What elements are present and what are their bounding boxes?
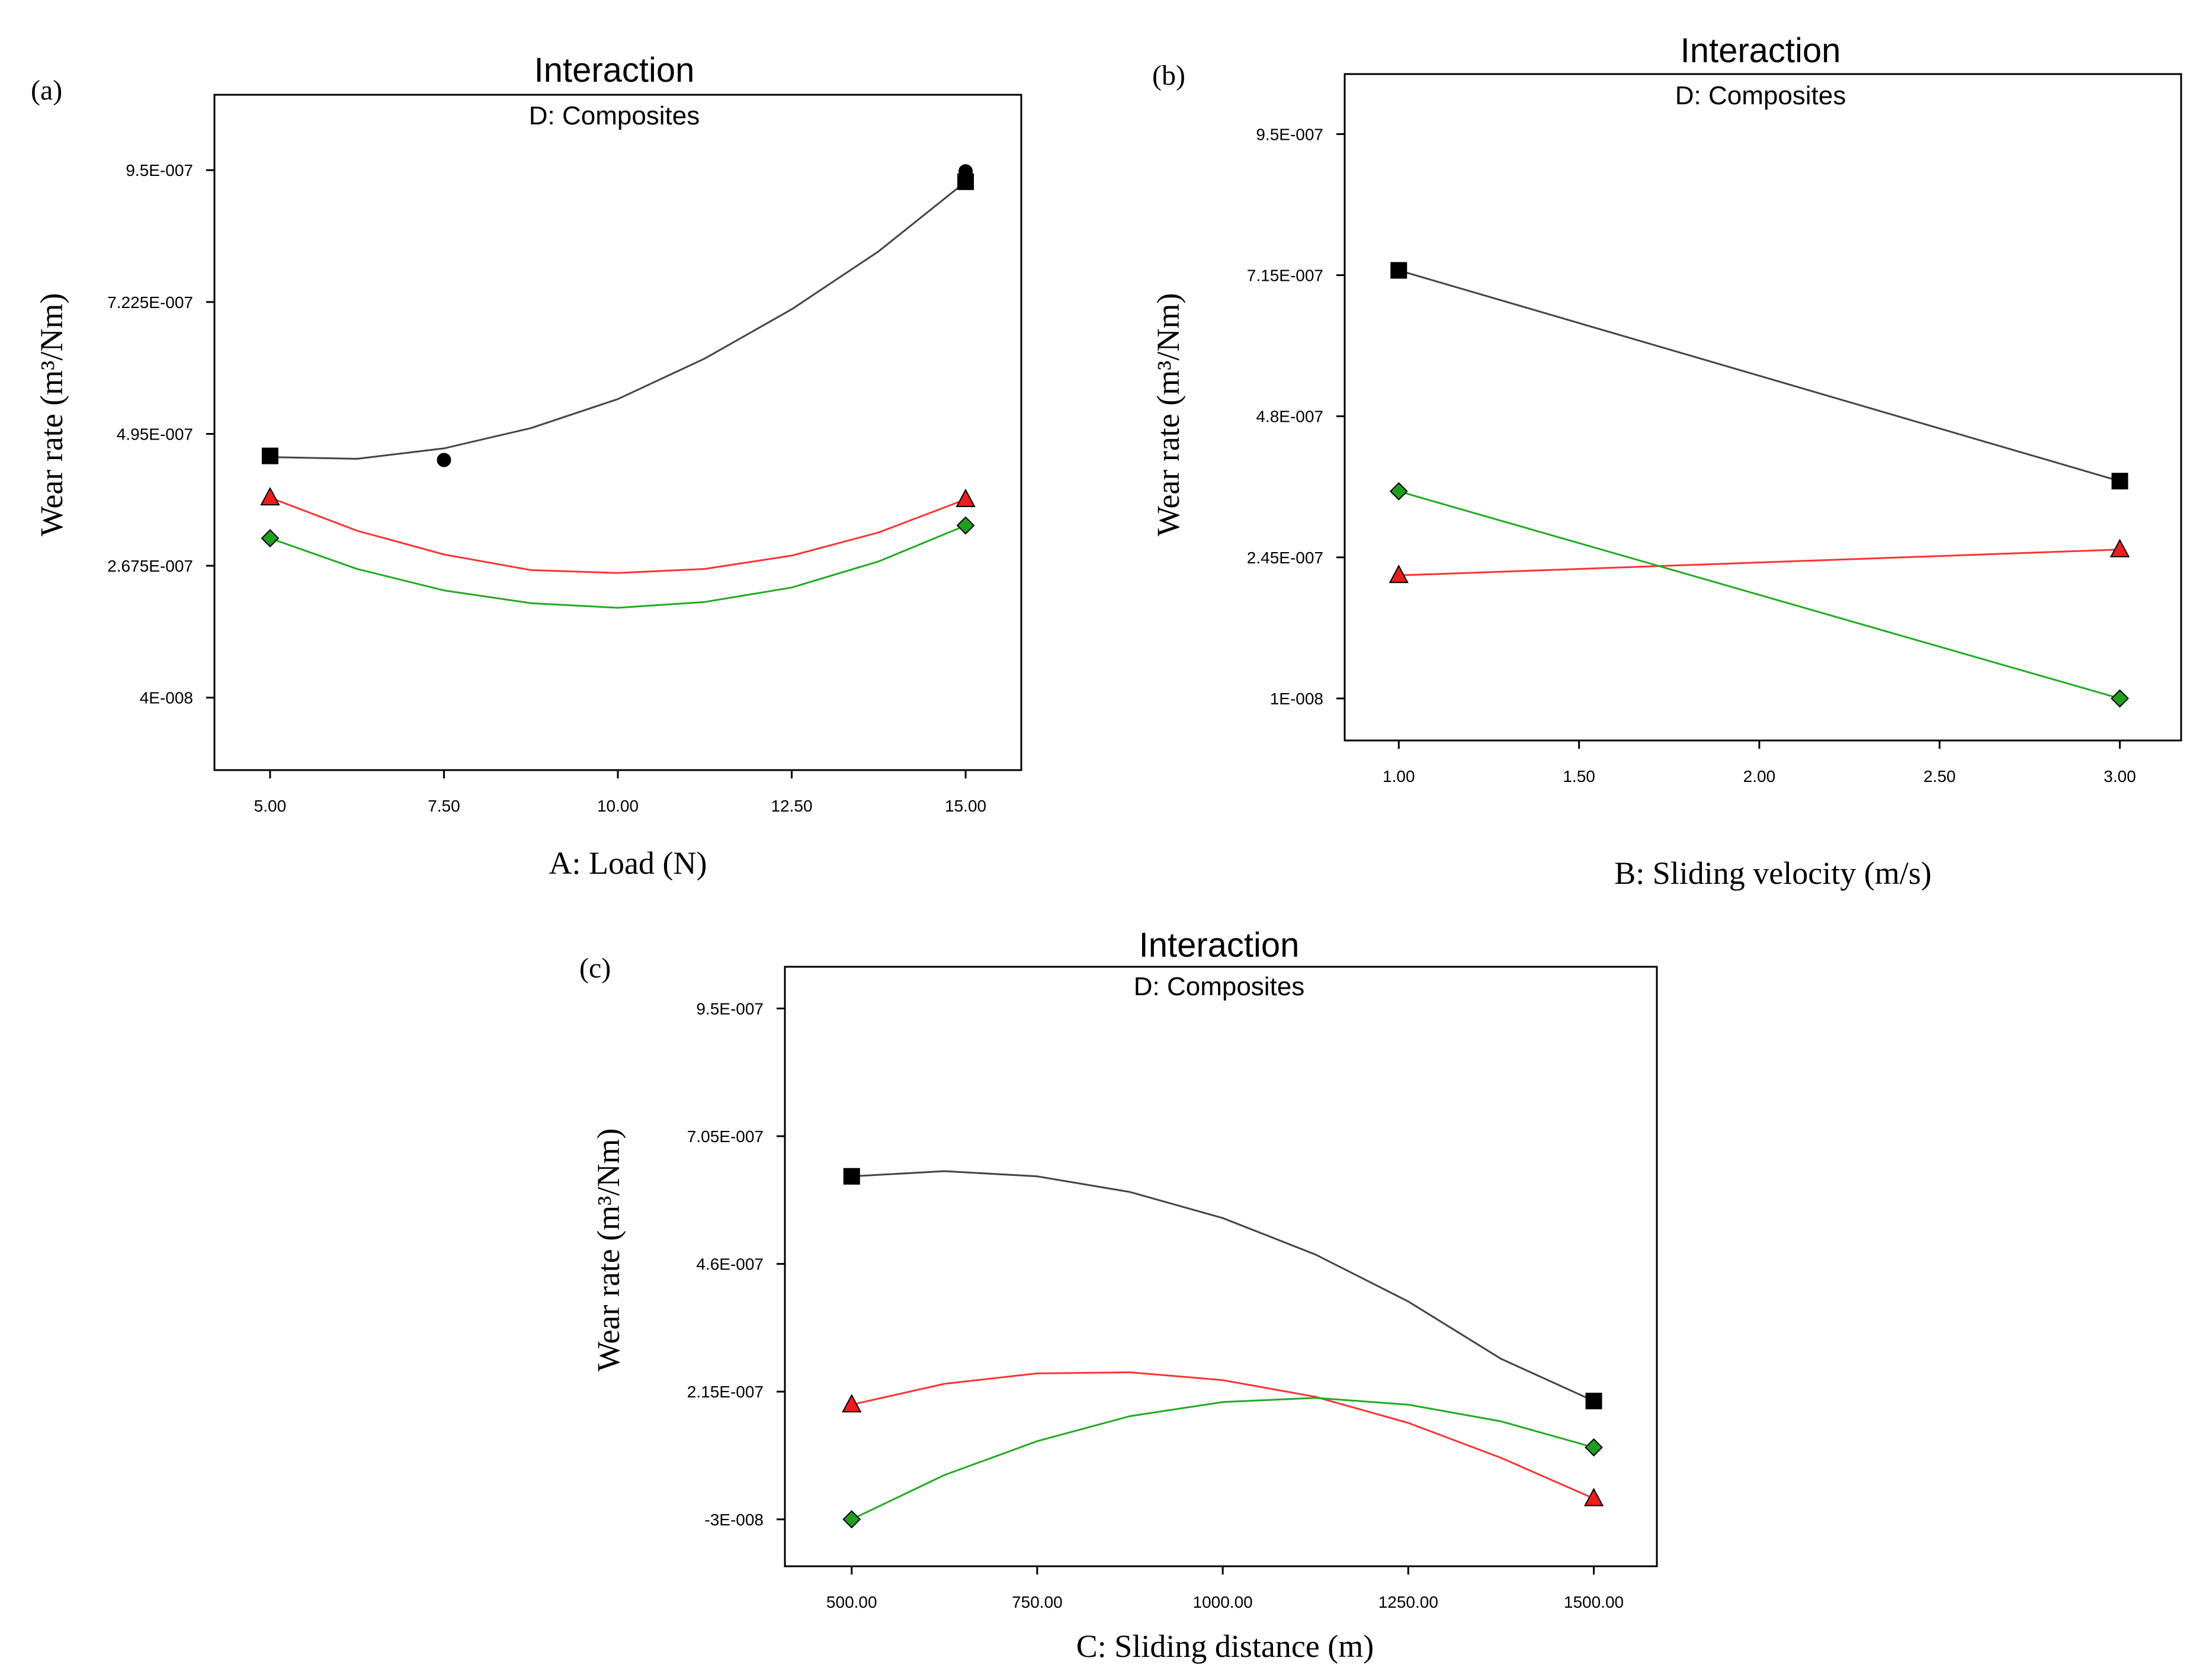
y-tick-label: 1E-008 (1270, 690, 1323, 708)
x-tick-label: 5.00 (254, 797, 287, 815)
series-red (260, 486, 976, 574)
series-line-red (270, 496, 966, 574)
y-tick-label: 2.15E-007 (687, 1383, 764, 1401)
x-tick-label: 500.00 (826, 1593, 877, 1611)
series-black (1390, 262, 2128, 490)
x-tick-label: 1500.00 (1564, 1593, 1624, 1611)
series-line-black (1398, 269, 2120, 482)
chart-title: Interaction (1139, 926, 1300, 964)
y-tick-label: 4E-008 (140, 689, 193, 707)
data-point-square (261, 447, 278, 464)
data-point-diamond (956, 516, 975, 535)
chart-subtitle: D: Composites (1675, 81, 1846, 110)
x-tick-label: 1.00 (1383, 767, 1415, 786)
series-line-green (270, 524, 966, 609)
x-tick-label: 1.50 (1563, 767, 1595, 786)
y-tick-label: 9.5E-007 (126, 161, 193, 179)
series-green (261, 516, 975, 609)
y-tick-label: 9.5E-007 (696, 999, 764, 1018)
data-point-diamond (842, 1510, 861, 1529)
data-point-square (1585, 1393, 1602, 1410)
x-tick-label: 2.00 (1743, 767, 1776, 786)
x-tick-label: 7.50 (428, 797, 460, 815)
data-point-square (843, 1168, 860, 1185)
chart-title: Interaction (1681, 31, 1841, 70)
y-tick-label: 2.675E-007 (107, 557, 193, 575)
y-axis-label: Wear rate (m³/Nm) (1150, 293, 1186, 537)
y-axis-label: Wear rate (m³/Nm) (34, 293, 69, 537)
x-axis-label: A: Load (N) (549, 845, 707, 881)
x-tick-label: 2.50 (1923, 767, 1956, 786)
x-tick-label: 3.00 (2104, 767, 2136, 786)
series-black (843, 1168, 1602, 1410)
design-point-dot (958, 164, 973, 179)
y-tick-label: 2.45E-007 (1247, 549, 1323, 567)
data-point-diamond (1389, 482, 1408, 501)
y-tick-label: 4.6E-007 (696, 1255, 764, 1274)
chart-panel-2: Interaction D: Composites (b) B: Sliding ve… (1150, 31, 2182, 891)
data-point-diamond (2111, 689, 2129, 708)
series-green (842, 1397, 1603, 1529)
series-line-green (1398, 490, 2120, 700)
data-point-triangle (955, 488, 976, 508)
series-line-red (851, 1371, 1595, 1499)
series-line-green (851, 1397, 1594, 1521)
data-point-diamond (261, 529, 280, 547)
x-tick-label: 15.00 (945, 797, 986, 815)
x-tick-label: 1000.00 (1193, 1593, 1253, 1611)
series-line-black (270, 181, 967, 460)
series-green (1389, 482, 2129, 708)
panel-label: (b) (1152, 60, 1185, 91)
y-tick-label: 7.15E-007 (1247, 267, 1323, 285)
y-tick-label: 7.225E-007 (107, 293, 193, 312)
data-point-square (1390, 262, 1407, 279)
x-tick-label: 12.50 (771, 797, 812, 815)
panel-label: (a) (31, 75, 62, 106)
series-line-black (851, 1170, 1595, 1402)
data-point-square (2111, 473, 2128, 490)
x-axis-label: C: Sliding distance (m) (1076, 1628, 1374, 1664)
chart-panel-1: Interaction D: Composites (a) A: Load (N) We… (31, 51, 1022, 881)
x-axis-label: B: Sliding velocity (m/s) (1614, 855, 1932, 891)
plot-frame (1344, 73, 2182, 742)
chart-title: Interaction (534, 51, 695, 89)
data-point-triangle (1583, 1487, 1604, 1506)
panel-label: (c) (579, 953, 611, 984)
data-point-triangle (1389, 565, 1409, 583)
y-tick-label: 9.5E-007 (1256, 125, 1323, 143)
data-point-diamond (1585, 1438, 1603, 1457)
x-tick-label: 10.00 (597, 797, 639, 815)
plot-frame (784, 966, 1658, 1567)
y-tick-label: -3E-008 (704, 1511, 764, 1529)
y-axis-label: Wear rate (m³/Nm) (591, 1128, 626, 1372)
data-point-triangle (260, 486, 280, 506)
series-line-red (1399, 549, 2120, 576)
data-point-triangle (2109, 538, 2130, 557)
chart-panel-3: Interaction D: Composites (c) C: Sliding di… (579, 926, 1658, 1664)
x-tick-label: 1250.00 (1378, 1593, 1438, 1611)
data-point-triangle (842, 1394, 862, 1413)
series-red (1389, 538, 2130, 583)
series-black (261, 164, 974, 467)
y-tick-label: 7.05E-007 (687, 1127, 764, 1146)
chart-subtitle: D: Composites (1134, 972, 1305, 1001)
design-point-dot (437, 453, 451, 467)
y-tick-label: 4.8E-007 (1256, 408, 1323, 426)
chart-subtitle: D: Composites (529, 101, 700, 130)
x-tick-label: 750.00 (1012, 1593, 1063, 1611)
series-red (842, 1371, 1604, 1506)
y-tick-label: 4.95E-007 (117, 425, 193, 443)
